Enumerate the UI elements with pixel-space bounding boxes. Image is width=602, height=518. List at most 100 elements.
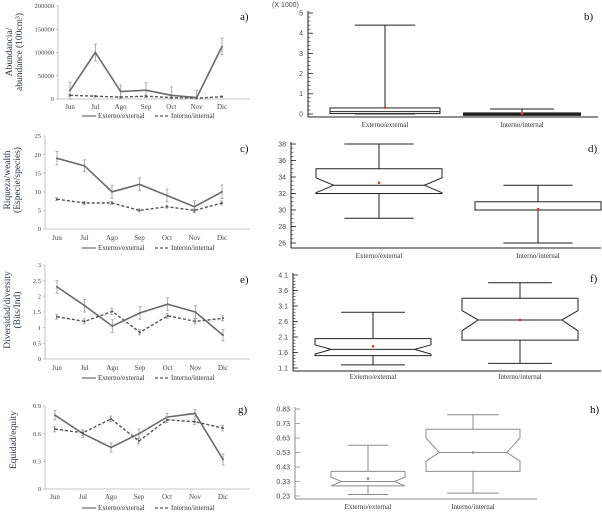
box-interno (474, 184, 602, 244)
panel-e: 0 0.5 1 1.5 2 2.5 3 Jun Jul Ago Sep Oct Nov Dic Divers… (3, 262, 250, 382)
data-point (138, 432, 140, 435)
y-tick-label: 200000 (35, 3, 55, 10)
series-externo (68, 37, 224, 100)
mean-marker (377, 181, 381, 185)
panel-b: 0 1 2 3 4 5(X 1000) Externo/external Interno/in… (272, 2, 598, 129)
panel-label: b) (584, 11, 594, 23)
panel-d: 26 28 30 32 34 36 38 Externo/external Interno/in… (278, 141, 602, 260)
x-tick-label: Oct (166, 103, 176, 111)
panel-c: 0 5 10 15 20 25 Jun Jul Ago Sep Oct Nov Dic Riqueza/w… (3, 133, 250, 252)
data-point (195, 97, 198, 100)
x-tick-label: Interno/internal (451, 503, 495, 511)
x-tick-label: Nov (191, 103, 204, 111)
data-point (83, 304, 86, 307)
legend-label-interno: Interno/internal (171, 112, 215, 120)
data-point (221, 45, 223, 48)
y-tick-label: 0.73 (276, 421, 290, 428)
x-tick-label: Jun (52, 234, 62, 242)
y-axis-title: (Especie/species) (12, 147, 23, 213)
data-point (221, 95, 223, 98)
y-tick-label: 20 (35, 152, 42, 159)
y-tick-label: 0.3 (33, 459, 41, 466)
legend: Externo/external Interno/internal (82, 112, 215, 120)
data-point (139, 311, 141, 314)
y-tick-label: 4 (299, 31, 303, 38)
y-tick-label: 1 (38, 325, 41, 332)
box-interno (425, 414, 521, 494)
panel-label: c) (240, 143, 249, 155)
data-point (170, 94, 173, 97)
x-tick-label: Oct (162, 234, 172, 242)
y-axis-title: Equidad/equity (9, 411, 19, 469)
y-tick-label: 32 (278, 191, 286, 198)
y-tick-label: 0.33 (276, 479, 290, 486)
x-tick-label: Ago (105, 493, 118, 501)
data-point (222, 334, 224, 337)
y-tick-label: 15 (35, 170, 42, 177)
y-tick-label: 0.43 (276, 464, 290, 471)
mean-marker (471, 451, 475, 454)
mean-marker (383, 106, 387, 109)
x-tick-label: Externo/external (356, 252, 403, 260)
data-point (139, 331, 141, 334)
x-tick-label: Sep (135, 364, 146, 372)
data-point (138, 183, 141, 186)
y-tick-label: 26 (278, 240, 286, 247)
data-point (166, 205, 168, 208)
mean-marker (520, 112, 524, 115)
y-axis-title: Diversidad/diversity (3, 271, 13, 349)
panel-label: e) (240, 274, 249, 286)
notched-box (315, 168, 443, 194)
y-tick-label: 1.6 (278, 350, 288, 357)
data-point (194, 311, 197, 313)
x-tick-label: Externo/external (362, 121, 409, 129)
data-point (221, 201, 223, 204)
y-tick-label: 10 (35, 189, 42, 196)
y-axis-title: abundance (100cm³) (14, 13, 25, 91)
data-point (193, 209, 196, 212)
data-point (111, 325, 114, 328)
legend-label-externo: Externo/external (98, 112, 145, 120)
series-externo (55, 151, 224, 214)
data-point (194, 320, 197, 323)
y-tick-label: 34 (278, 174, 286, 181)
x-tick-label: Jun (50, 493, 60, 501)
x-tick-label: Ago (106, 234, 119, 242)
y-axis-title: (Bits/Ind) (12, 292, 23, 329)
data-point (54, 414, 56, 417)
panel-label: g) (238, 404, 248, 416)
y-tick-label: 4.1 (278, 272, 288, 279)
mean-marker (536, 207, 540, 211)
y-tick-label: 2 (299, 71, 303, 78)
mean-marker (371, 345, 375, 348)
panel-label: f) (590, 273, 598, 285)
y-tick-label: 2.6 (278, 319, 288, 326)
y-tick-label: 0.63 (276, 435, 290, 442)
data-point (222, 427, 224, 430)
x-tick-label: Ago (115, 103, 128, 111)
x-tick-label: Nov (189, 493, 202, 501)
x-tick-label: Externo/external (350, 373, 397, 381)
y-scale-note: (X 1000) (272, 2, 299, 9)
x-tick-label: Ago (106, 364, 119, 372)
data-point (166, 314, 169, 317)
series-interno (53, 415, 224, 445)
data-point (194, 420, 196, 423)
panel-a: 0 50000 100000 150000 200000 Jun Jul Ago Sep Oct N… (5, 3, 250, 120)
data-point (193, 205, 196, 208)
box-interno (461, 282, 579, 364)
x-tick-label: Externo/external (345, 503, 392, 511)
y-tick-label: 2.5 (33, 278, 41, 285)
y-tick-label: 3 (299, 51, 303, 58)
legend: Externo/external Interno/internal (82, 504, 215, 512)
x-tick-label: Jul (79, 493, 87, 501)
y-tick-label: 36 (278, 158, 286, 165)
x-tick-label: Sep (141, 103, 152, 111)
x-tick-label: Jul (80, 234, 88, 242)
legend-label-interno: Interno/internal (171, 244, 215, 252)
x-tick-label: Oct (162, 493, 172, 501)
data-point (56, 285, 58, 288)
series-interno (68, 93, 223, 100)
y-tick-label: 2.1 (278, 334, 288, 341)
